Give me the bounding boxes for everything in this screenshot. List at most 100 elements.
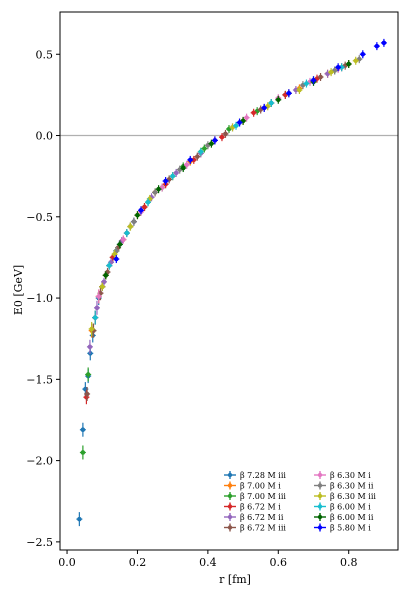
data-point xyxy=(187,157,193,163)
data-point xyxy=(121,237,126,242)
legend-item: β 6.72 M i xyxy=(224,502,281,512)
data-point xyxy=(80,427,86,433)
data-point xyxy=(328,69,334,75)
data-point xyxy=(94,305,100,311)
data-point xyxy=(145,199,151,205)
plot-area xyxy=(59,11,399,551)
legend-item: β 6.00 M i xyxy=(314,502,371,512)
series-0 xyxy=(76,217,137,527)
data-point xyxy=(219,134,225,140)
legend-marker xyxy=(317,525,323,530)
data-point xyxy=(124,230,130,236)
legend-marker xyxy=(317,472,323,478)
data-point xyxy=(80,450,86,455)
data-point xyxy=(195,154,200,159)
x-tick-label: 0.2 xyxy=(129,556,147,569)
x-tick-label: 0.6 xyxy=(270,556,288,569)
legend-marker xyxy=(227,483,233,488)
legend-label: β 5.80 M i xyxy=(330,524,371,533)
data-point xyxy=(212,138,218,143)
y-axis-label: E0 [GeV] xyxy=(12,265,25,315)
series-4 xyxy=(86,69,331,354)
plot-frame xyxy=(59,11,399,551)
data-point xyxy=(85,372,91,377)
data-point xyxy=(84,391,90,397)
x-axis: 0.0 0.2 0.4 0.6 0.8 xyxy=(58,550,357,569)
data-point xyxy=(237,120,242,125)
data-point xyxy=(103,273,109,278)
legend-label: β 6.00 M i xyxy=(330,503,371,512)
data-point xyxy=(106,263,112,268)
y-tick-label: 0.0 xyxy=(36,130,54,143)
series-8 xyxy=(88,56,359,336)
series-1 xyxy=(88,60,352,338)
series-3 xyxy=(83,63,345,405)
data-point xyxy=(101,279,107,285)
x-tick-label: 0.8 xyxy=(340,556,358,569)
y-tick-label: −0.5 xyxy=(26,211,53,224)
data-point xyxy=(152,190,158,195)
series-10 xyxy=(102,60,352,280)
legend-item: β 6.00 M ii xyxy=(314,513,374,522)
legend-label: β 6.30 M ii xyxy=(330,482,374,491)
data-point xyxy=(251,110,256,116)
legend-marker xyxy=(227,472,233,478)
data-point xyxy=(114,256,119,262)
data-point xyxy=(77,516,82,522)
y-tick-label: 0.5 xyxy=(36,48,54,61)
legend-marker xyxy=(317,504,323,509)
x-tick-label: 0.0 xyxy=(58,556,76,569)
data-point xyxy=(135,212,140,218)
x-axis-label: r [fm] xyxy=(219,573,251,586)
legend-label: β 6.30 M i xyxy=(330,471,371,480)
data-point xyxy=(297,87,302,93)
y-tick-label: −2.5 xyxy=(26,536,53,549)
data-point xyxy=(223,131,228,137)
data-point xyxy=(92,315,98,320)
legend-label: β 6.72 M iii xyxy=(240,524,286,533)
legend-marker xyxy=(317,514,323,520)
legend-item: β 7.00 M i xyxy=(224,481,281,491)
data-point xyxy=(96,294,102,299)
legend-marker xyxy=(227,514,233,520)
legend-item: β 6.72 M iii xyxy=(224,523,286,533)
data-point xyxy=(374,43,380,49)
y-tick-label: −2.0 xyxy=(26,455,53,468)
data-point xyxy=(346,61,352,67)
data-point xyxy=(198,149,204,155)
data-point xyxy=(170,173,175,179)
legend-marker xyxy=(227,504,233,509)
data-point xyxy=(191,157,197,163)
data-point xyxy=(173,170,179,176)
legend-label: β 7.28 M iii xyxy=(240,471,286,480)
series-7 xyxy=(99,55,363,291)
data-point xyxy=(128,224,133,229)
y-tick-label: −1.0 xyxy=(26,292,53,305)
legend-marker xyxy=(227,525,233,530)
series-5 xyxy=(84,61,349,401)
series-11 xyxy=(113,38,387,264)
legend-item: β 6.72 M ii xyxy=(224,513,284,522)
data-point xyxy=(293,87,299,93)
data-point xyxy=(89,326,94,332)
legend-marker xyxy=(317,483,323,488)
legend-item: β 7.00 M iii xyxy=(224,492,286,501)
data-point xyxy=(233,123,239,129)
x-tick-label: 0.4 xyxy=(199,556,217,569)
legend-item: β 6.30 M i xyxy=(314,471,371,480)
series-6 xyxy=(95,64,342,304)
data-point xyxy=(112,251,117,257)
legend-label: β 6.00 M ii xyxy=(330,513,374,522)
data-point xyxy=(184,162,190,168)
series-9 xyxy=(92,63,345,325)
data-point xyxy=(311,77,316,83)
data-point xyxy=(360,51,366,57)
legend-label: β 7.00 M iii xyxy=(240,492,286,501)
legend-item: β 5.80 M i xyxy=(314,523,371,533)
data-point xyxy=(275,97,281,103)
data-point xyxy=(268,100,274,106)
data-point xyxy=(318,74,323,80)
data-point xyxy=(163,178,168,184)
legend: β 7.28 M iii β 7.00 M iβ 7.00 M iii β 6.72… xyxy=(224,471,376,533)
